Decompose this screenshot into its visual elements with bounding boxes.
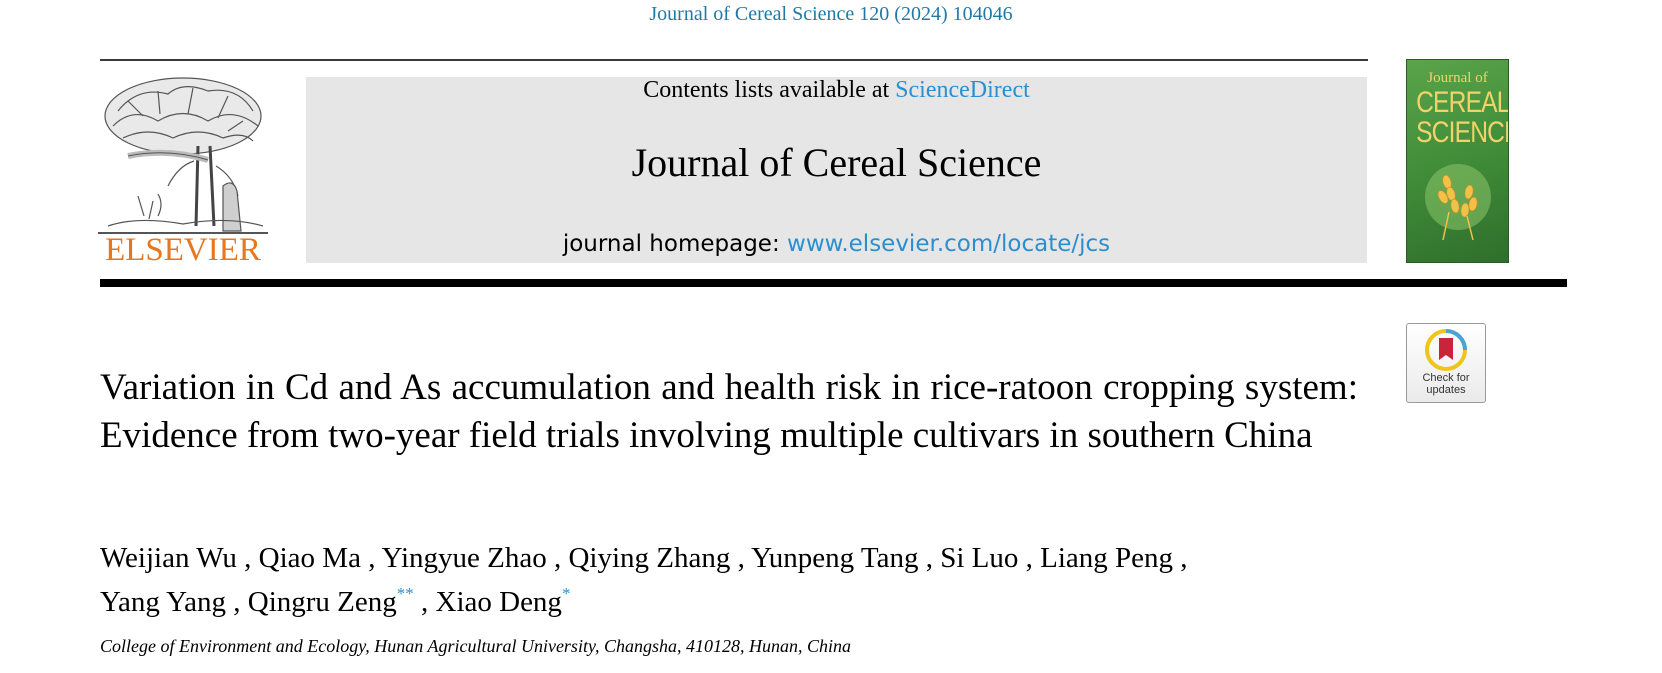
author-name[interactable]: Liang Peng (1040, 542, 1174, 574)
author-name[interactable]: Weijian Wu (100, 542, 237, 574)
author-name[interactable]: Yunpeng Tang (751, 542, 919, 574)
elsevier-wordmark: ELSEVIER (105, 232, 261, 268)
author-name[interactable]: Qiao Ma (258, 542, 361, 574)
author-name[interactable]: Qingru Zeng (247, 586, 397, 618)
corresponding-author-mark[interactable]: ** (396, 584, 414, 603)
bookmark-icon (1425, 329, 1467, 371)
author-list: Weijian Wu , Qiao Ma , Yingyue Zhao , Qi… (100, 542, 1188, 618)
cover-title-line2: CEREAL (1416, 86, 1509, 119)
header-heavy-divider (100, 279, 1567, 287)
homepage-prefix: journal homepage: (562, 231, 788, 257)
top-divider (100, 59, 1368, 61)
author-name[interactable]: Yang Yang (100, 586, 226, 618)
cover-title-line1: Journal of (1427, 70, 1488, 86)
cover-title-line3: SCIENCE (1416, 116, 1508, 149)
homepage-line: journal homepage: www.elsevier.com/locat… (306, 231, 1367, 257)
wheat-cover-icon (1425, 164, 1491, 241)
journal-masthead: Contents lists available at ScienceDirec… (306, 77, 1367, 263)
journal-name: Journal of Cereal Science (631, 140, 1042, 185)
check-updates-line1: Check for (1422, 372, 1470, 384)
author-name[interactable]: Yingyue Zhao (381, 542, 547, 574)
author-affiliation: College of Environment and Ecology, Huna… (100, 636, 851, 656)
journal-citation[interactable]: Journal of Cereal Science 120 (2024) 104… (649, 3, 1013, 25)
journal-cover[interactable]: Journal of CEREAL SCIENCE (1406, 59, 1509, 263)
author-name[interactable]: Xiao Deng (435, 586, 562, 618)
journal-homepage-link[interactable]: www.elsevier.com/locate/jcs (787, 231, 1111, 257)
check-for-updates-label: Check for updates (1407, 372, 1485, 396)
corresponding-author-mark[interactable]: * (561, 584, 571, 603)
article-title: Variation in Cd and As accumulation and … (100, 367, 1358, 456)
contents-prefix: Contents lists available at (643, 77, 896, 103)
author-name[interactable]: Qiying Zhang (568, 542, 731, 574)
author-name[interactable]: Si Luo (940, 542, 1019, 574)
elsevier-tree-logo-icon (98, 77, 268, 234)
check-for-updates-button[interactable]: Check for updates (1406, 323, 1486, 403)
sciencedirect-link[interactable]: ScienceDirect (895, 77, 1030, 103)
contents-line: Contents lists available at ScienceDirec… (306, 77, 1367, 104)
check-updates-line2: updates (1426, 384, 1466, 396)
